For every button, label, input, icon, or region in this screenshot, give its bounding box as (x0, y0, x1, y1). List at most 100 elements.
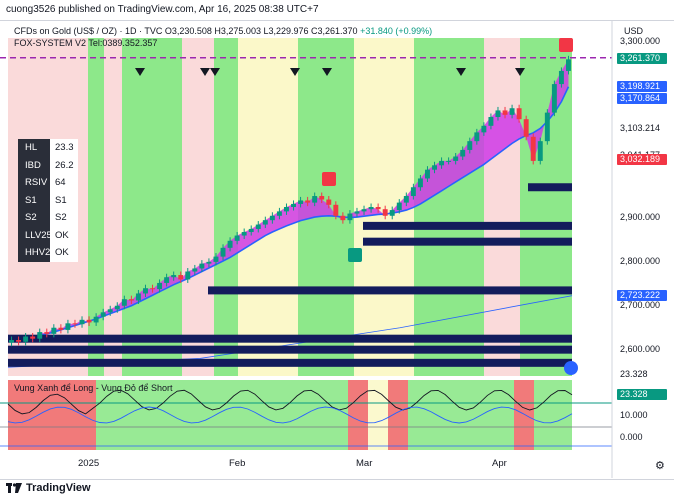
price-tag: 3,170.864 (617, 93, 667, 105)
x-label-mar: Mar (356, 458, 373, 469)
candle-body (333, 204, 339, 216)
support-level-5 (8, 345, 572, 354)
support-level-2 (363, 237, 572, 246)
change-value: +31.840 (+0.99%) (360, 26, 433, 36)
candle-body (79, 319, 85, 325)
candle-body (410, 187, 416, 197)
candle-body (107, 309, 113, 313)
candle-body (9, 340, 14, 343)
x-label-apr: Apr (492, 458, 507, 469)
osc-zone-6 (408, 380, 514, 450)
bg-zone-4 (182, 38, 214, 376)
candle-body (100, 312, 106, 317)
candle-body (241, 232, 247, 236)
candle-body (361, 209, 367, 212)
support-level-6 (8, 358, 572, 367)
candle-body (446, 160, 452, 162)
bg-zone-3 (122, 38, 182, 376)
osc-zone-0 (8, 380, 96, 450)
down-arrow-marker-4 (322, 68, 332, 76)
chart-area[interactable] (0, 20, 674, 480)
osc-zone-5 (388, 380, 408, 450)
candle-body (467, 141, 473, 150)
osc-line-1 (7, 389, 573, 415)
stats-value: S1 (50, 191, 78, 209)
y-tick-label: 2,900.000 (620, 211, 661, 222)
candle-body (305, 200, 311, 203)
price-tag: 2,723.222 (617, 289, 667, 301)
stats-row: IBD 26.2 (18, 156, 78, 174)
candle-body (262, 220, 268, 225)
candle-body (65, 323, 71, 330)
candle-body (58, 327, 64, 330)
down-arrow-marker-3 (290, 68, 300, 76)
candle-body (347, 213, 353, 221)
osc-zone-4 (368, 380, 388, 450)
stats-key: HL (18, 139, 50, 157)
osc-axis-label: 10.000 (620, 410, 648, 420)
candle-body (234, 235, 240, 241)
candle-body (44, 332, 50, 334)
bg-zone-9 (414, 38, 484, 376)
osc-zone-7 (514, 380, 534, 450)
candle-body (255, 224, 261, 229)
down-arrow-marker-0 (135, 68, 145, 76)
stats-key: HHV25 (18, 244, 56, 262)
down-arrow-marker-2 (210, 68, 220, 76)
osc-zone-1 (96, 380, 116, 450)
stats-value: 26.2 (50, 156, 78, 174)
candle-body (185, 271, 191, 280)
stats-key: S1 (18, 191, 50, 209)
candle-body (544, 112, 550, 142)
candle-body (86, 319, 92, 323)
stats-key: S2 (18, 209, 50, 227)
bg-zone-10 (484, 38, 520, 376)
stats-row: HL 23.3 (18, 139, 78, 157)
oscillator-title: Vung Xanh để Long - Vung Đỏ để Short (14, 383, 173, 393)
candle-body (206, 261, 212, 264)
stats-table: HL 23.3 IBD 26.2 RSIV 64 S1 S1 S2 S2 LLV25 OK HHV25 O… (18, 139, 78, 262)
candle-body (509, 108, 515, 115)
y-tick-label: 3,300.000 (620, 36, 661, 47)
candle-body (291, 203, 296, 207)
down-arrow-marker-5 (456, 68, 466, 76)
stats-key: RSIV (18, 174, 50, 192)
candle-body (551, 84, 557, 113)
candle-body (425, 169, 430, 179)
candle-body (30, 336, 36, 339)
candle-body (227, 240, 233, 248)
candle-body (51, 327, 57, 334)
candle-body (432, 165, 437, 170)
bg-zone-5 (214, 38, 238, 376)
candle-body (171, 275, 177, 278)
osc-zone-3 (348, 380, 368, 450)
gear-icon[interactable]: ⚙ (655, 460, 665, 472)
candle-body (495, 110, 501, 118)
candle-body (135, 293, 141, 301)
y-tick-label: 3,103.214 (620, 122, 661, 133)
down-arrow-marker-6 (515, 68, 525, 76)
candle-body (121, 299, 127, 306)
stats-value: 64 (50, 174, 78, 192)
x-label-2025: 2025 (78, 458, 100, 469)
candle-body (368, 207, 374, 210)
stats-value: S2 (50, 209, 78, 227)
flag-icon (564, 361, 578, 375)
price-chart[interactable] (0, 20, 675, 478)
bg-zone-11 (520, 38, 548, 376)
candle-body (269, 215, 275, 221)
candle-body (220, 247, 226, 257)
indicator-legend[interactable]: FOX-SYSTEM V2 Tel:0389.352.357 (14, 38, 158, 48)
candle-body (523, 119, 529, 137)
candle-body (340, 215, 346, 221)
osc-zone-2 (116, 380, 348, 450)
y-tick-label: 2,600.000 (620, 343, 661, 354)
candle-body (23, 336, 29, 342)
currency-label[interactable]: USD (624, 26, 644, 36)
ohlc-values: O3,230.508 H3,275.003 L3,229.976 C3,261.… (164, 26, 358, 36)
candle-body (326, 199, 332, 205)
candle-body (298, 200, 304, 204)
osc-value-tag: 23.328 (617, 389, 667, 400)
candle-body (178, 275, 184, 280)
tradingview-logo[interactable]: TradingView (6, 482, 91, 494)
